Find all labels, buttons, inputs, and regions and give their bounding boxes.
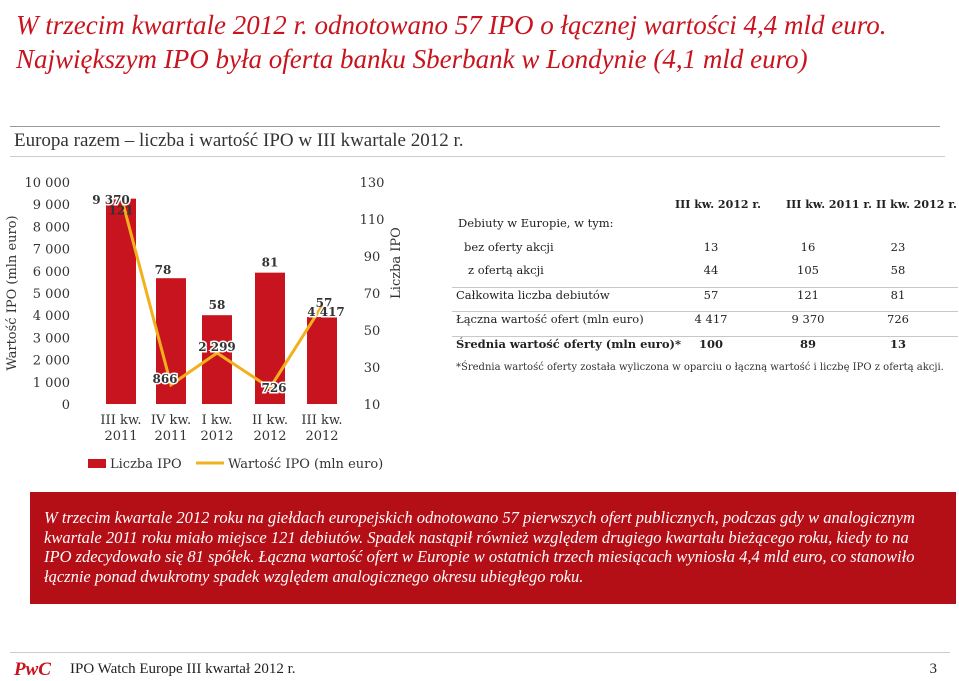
left-axis-tick: 1 000: [33, 376, 70, 391]
cell-q3-2012: 57: [703, 287, 719, 302]
left-axis-tick: 9 000: [33, 198, 70, 213]
table-header: II kw. 2012 r.: [876, 198, 957, 211]
right-axis-tick: 110: [360, 213, 385, 228]
line-data-label: 866: [152, 372, 177, 386]
footer-divider: [10, 652, 950, 653]
left-axis-tick: 6 000: [33, 265, 70, 280]
table-row: Łączna wartość ofert (mln euro) 4 417 9 …: [452, 312, 958, 337]
cell-q3-2011: 9 370: [791, 312, 825, 326]
line-data-label: 2 299: [198, 340, 236, 354]
row-label: bez oferty akcji: [464, 239, 554, 254]
row-label: z ofertą akcji: [468, 263, 544, 277]
cell-q2-2012: 81: [890, 287, 906, 302]
table-row: Całkowita liczba debiutów 57 121 81: [452, 287, 958, 312]
page-number: 3: [929, 661, 938, 677]
bar-data-label: 121: [108, 204, 133, 218]
left-axis-title: Wartość IPO (mln euro): [5, 215, 20, 370]
pwc-logo: PwC: [14, 659, 51, 680]
line-wartosc-ipo: [119, 195, 324, 390]
row-label: Całkowita liczba debiutów: [456, 287, 610, 302]
ipo-chart: 0 1 000 2 000 3 000 4 000 5 000 6 000 7 000 8 00…: [5, 176, 404, 472]
title-divider: [10, 126, 940, 127]
row-label: Łączna wartość ofert (mln euro): [456, 312, 644, 326]
right-axis-tick: 30: [364, 361, 381, 376]
category-label: 2012: [305, 429, 338, 444]
cell-q3-2012: 4 417: [694, 312, 728, 326]
page-headline: W trzecim kwartale 2012 r. odnotowano 57…: [16, 10, 887, 74]
summary-box: W trzecim kwartale 2012 roku na giełdach…: [30, 492, 956, 604]
line-data-label: 726: [261, 381, 286, 395]
footer-title: IPO Watch Europe III kwartał 2012 r.: [70, 661, 296, 677]
cell-q2-2012: 23: [890, 239, 906, 254]
summary-text: W trzecim kwartale 2012 roku na giełdach…: [44, 508, 915, 586]
category-label: 2011: [104, 429, 137, 444]
table-header-row: III kw. 2012 r. III kw. 2011 r. II kw. 2…: [452, 198, 958, 216]
cell-q2-2012: 13: [889, 336, 906, 351]
ipo-table: III kw. 2012 r. III kw. 2011 r. II kw. 2…: [452, 198, 958, 360]
table-row: bez oferty akcji 13 16 23: [452, 240, 958, 264]
left-axis-tick: 5 000: [33, 287, 70, 302]
category-label: II kw.: [252, 413, 288, 428]
table-header: III kw. 2012 r.: [675, 198, 761, 211]
right-axis-tick: 50: [364, 324, 381, 339]
left-axis-tick: 4 000: [33, 309, 70, 324]
category-label: IV kw.: [151, 413, 191, 428]
row-label: Debiuty w Europie, w tym:: [458, 216, 614, 230]
line-data-label: 9 370: [92, 193, 130, 207]
category-label: III kw.: [301, 413, 342, 428]
row-label: Średnia wartość oferty (mln euro)*: [456, 336, 681, 351]
right-axis-tick: 90: [364, 250, 381, 265]
cell-q3-2011: 121: [797, 287, 819, 302]
table-row: z ofertą akcji 44 105 58: [452, 263, 958, 288]
legend-label: Liczba IPO: [110, 457, 182, 472]
bar-liczba-ipo: [106, 198, 136, 404]
legend-swatch-bar: [88, 459, 106, 468]
bar-data-label: 81: [262, 256, 279, 270]
line-data-label: 4 417: [307, 305, 345, 319]
bar-data-label: 78: [155, 263, 172, 277]
table-footnote: *Średnia wartość oferty została wyliczon…: [456, 362, 944, 373]
left-axis-tick: 7 000: [33, 243, 70, 258]
category-label: III kw.: [100, 413, 141, 428]
cell-q3-2012: 13: [703, 239, 719, 254]
section-divider: [10, 156, 945, 157]
bar-data-label: 58: [209, 298, 226, 312]
legend-label: Wartość IPO (mln euro): [228, 457, 383, 472]
cell-q2-2012: 726: [887, 312, 909, 326]
cell-q3-2011: 89: [799, 336, 816, 351]
left-axis-tick: 3 000: [33, 331, 70, 346]
section-title: Europa razem – liczba i wartość IPO w II…: [14, 130, 464, 151]
right-axis-tick: 70: [364, 287, 381, 302]
cell-q3-2012: 44: [703, 263, 719, 277]
cell-q3-2012: 100: [698, 336, 723, 351]
right-axis-tick: 130: [360, 176, 385, 191]
right-axis-tick: 10: [364, 398, 381, 413]
bar-data-label: 57: [316, 296, 333, 310]
left-axis-tick: 8 000: [33, 220, 70, 235]
left-axis-tick: 0: [62, 398, 70, 413]
category-label: I kw.: [202, 413, 233, 428]
category-label: 2011: [154, 429, 187, 444]
cell-q3-2011: 16: [800, 239, 816, 254]
table-row: Debiuty w Europie, w tym:: [452, 216, 958, 240]
cell-q2-2012: 58: [890, 263, 906, 277]
left-axis-tick: 2 000: [33, 354, 70, 369]
table-header: III kw. 2011 r.: [786, 198, 872, 211]
category-label: 2012: [253, 429, 286, 444]
cell-q3-2011: 105: [797, 263, 819, 277]
category-label: 2012: [200, 429, 233, 444]
right-axis-title: Liczba IPO: [389, 227, 404, 299]
table-row: Średnia wartość oferty (mln euro)* 100 8…: [452, 337, 958, 361]
bar-liczba-ipo: [307, 317, 337, 404]
left-axis-tick: 10 000: [25, 176, 71, 191]
